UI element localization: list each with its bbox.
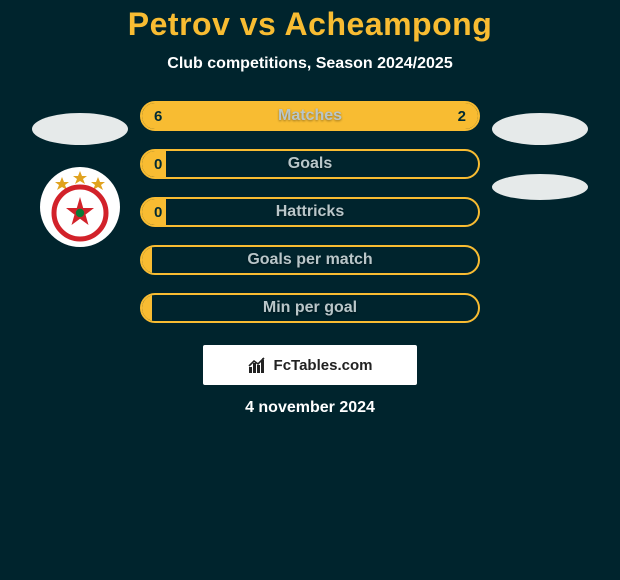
right-club-placeholder-icon [490,167,590,207]
stat-value-left: 0 [154,199,162,225]
right-player-silhouette-icon [490,101,590,157]
stat-label: Goals [142,151,478,177]
stat-label: Goals per match [142,247,478,273]
stat-bar: Hattricks0 [140,197,480,227]
stat-label: Hattricks [142,199,478,225]
bar-chart-icon [248,355,268,375]
left-player-column [30,101,130,247]
stat-value-left: 6 [154,103,162,129]
stat-bar: Matches6 2 [140,101,480,131]
stat-value-left: 0 [154,151,162,177]
stat-value-right: 2 [458,103,466,129]
right-player-column [490,101,590,207]
left-player-silhouette-icon [30,101,130,157]
page-title: Petrov vs Acheampong [0,6,620,43]
stat-bar: Goals per match [140,245,480,275]
stat-label: Matches [142,103,478,129]
stats-bars: Matches62Goals0Hattricks0Goals per match… [140,101,480,323]
left-club-badge-icon [40,167,120,247]
brand-attribution: FcTables.com [203,345,417,385]
comparison-infographic: Petrov vs Acheampong Club competitions, … [0,0,620,417]
stat-bar: Min per goal [140,293,480,323]
subtitle: Club competitions, Season 2024/2025 [0,55,620,73]
brand-text: FcTables.com [274,357,373,374]
snapshot-date: 4 november 2024 [0,399,620,417]
main-row: Matches62Goals0Hattricks0Goals per match… [0,101,620,323]
stat-label: Min per goal [142,295,478,321]
stat-bar: Goals0 [140,149,480,179]
